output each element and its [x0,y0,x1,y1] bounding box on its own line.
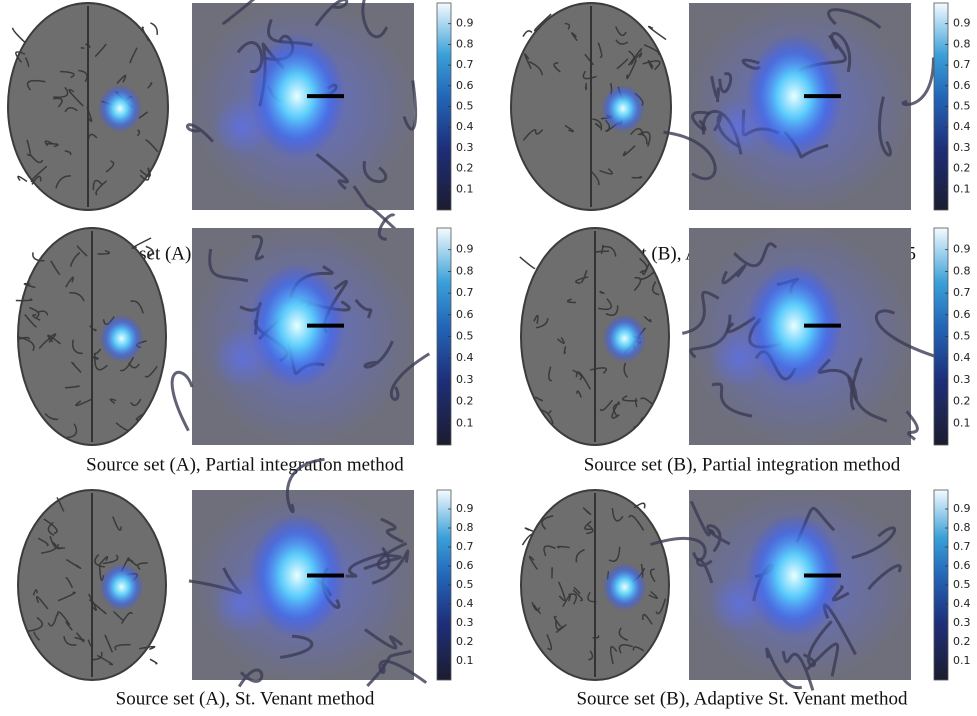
caption: Source set (B), Adaptive St. Venant meth… [576,688,908,709]
panel: 0.1 0.2 0.3 0.4 0.5 0.6 0.7 0.8 0.9 Source set (A… [16,215,474,475]
gyrus [525,528,533,531]
colorbar-tick-label: 0.2 [953,395,971,408]
colorbar-tick-label: 0.7 [953,540,971,553]
colorbar-tick-label: 0.8 [456,264,474,277]
colorbar-tick-label: 0.1 [953,416,971,429]
colorbar-tick-label: 0.8 [953,521,971,534]
gyrus [586,83,587,90]
zoom-activation [709,328,769,388]
colorbar-tick-label: 0.4 [456,351,474,364]
activation [98,85,142,133]
colorbar-tick-label: 0.1 [456,182,474,195]
colorbar-tick-label: 0.9 [953,17,971,30]
colorbar-tick-label: 0.9 [953,502,971,515]
colorbar-tick-label: 0.7 [456,540,474,553]
activation [601,85,645,133]
colorbar-tick-label: 0.2 [456,395,474,408]
gyrus [13,28,25,43]
colorbar-tick-label: 0.2 [953,635,971,648]
colorbar-tick-label: 0.4 [456,120,474,133]
activation [603,315,647,363]
colorbar-tick-label: 0.8 [953,37,971,50]
colorbar-tick-label: 0.8 [953,264,971,277]
colorbar-tick-label: 0.3 [456,141,474,154]
zoom-activation [212,574,272,634]
colorbar-tick-label: 0.6 [953,559,971,572]
figure: 0.1 0.2 0.3 0.4 0.5 0.6 0.7 0.8 0.9 Source set (A… [0,0,977,716]
activation [603,563,647,611]
sulcus [172,372,192,430]
colorbar-tick-label: 0.1 [953,182,971,195]
colorbar-tick-label: 0.6 [953,308,971,321]
colorbar-tick-label: 0.5 [456,578,474,591]
colorbar-tick-label: 0.2 [456,162,474,175]
colorbar-tick-label: 0.7 [953,286,971,299]
colorbar-tick-label: 0.3 [953,141,971,154]
colorbar-tick-label: 0.6 [456,79,474,92]
colorbar-tick-label: 0.6 [953,79,971,92]
colorbar-tick-label: 0.3 [953,616,971,629]
gyrus [150,23,157,35]
colorbar-tick-label: 0.5 [456,330,474,343]
colorbar-tick-label: 0.2 [456,635,474,648]
zoom-activation [709,97,769,157]
caption: Source set (B), Partial integration meth… [584,454,901,475]
colorbar-tick-label: 0.5 [456,100,474,113]
zoom-activation [709,574,769,634]
activation [100,315,144,363]
colorbar-tick-label: 0.2 [953,162,971,175]
gyrus [634,503,645,508]
colorbar-tick-label: 0.4 [953,351,971,364]
colorbar-tick-label: 0.8 [456,521,474,534]
gyrus [523,31,532,37]
colorbar-tick-label: 0.4 [456,597,474,610]
panel: 0.1 0.2 0.3 0.4 0.5 0.6 0.7 0.8 0.9 Source set (B… [520,228,971,475]
colorbar-tick-label: 0.9 [456,17,474,30]
colorbar-tick-label: 0.6 [456,308,474,321]
panel: 0.1 0.2 0.3 0.4 0.5 0.6 0.7 0.8 0.9 Source set (A… [18,459,474,709]
colorbar-tick-label: 0.3 [456,616,474,629]
colorbar-tick-label: 0.8 [456,37,474,50]
colorbar-tick-label: 0.1 [953,654,971,667]
colorbar-tick-label: 0.4 [953,597,971,610]
colorbar-tick-label: 0.7 [456,286,474,299]
activation [100,563,144,611]
colorbar-tick-label: 0.3 [456,373,474,386]
caption: Source set (A), Partial integration meth… [86,454,404,475]
zoom-activation [212,328,272,388]
colorbar-tick-label: 0.9 [953,243,971,256]
colorbar-tick-label: 0.7 [456,58,474,71]
gyrus [150,659,157,663]
colorbar-tick-label: 0.7 [953,58,971,71]
gyrus [520,257,535,268]
colorbar-tick-label: 0.4 [953,120,971,133]
colorbar-tick-label: 0.9 [456,502,474,515]
gyrus [18,176,27,181]
zoom-activation [212,97,272,157]
colorbar-tick-label: 0.5 [953,100,971,113]
colorbar-tick-label: 0.1 [456,416,474,429]
colorbar-tick-label: 0.3 [953,373,971,386]
colorbar-tick-label: 0.5 [953,578,971,591]
colorbar-tick-label: 0.1 [456,654,474,667]
colorbar-tick-label: 0.5 [953,330,971,343]
colorbar-tick-label: 0.6 [456,559,474,572]
caption: Source set (A), St. Venant method [116,688,375,709]
colorbar-tick-label: 0.9 [456,243,474,256]
panel: 0.1 0.2 0.3 0.4 0.5 0.6 0.7 0.8 0.9 Source set (B… [521,490,971,709]
